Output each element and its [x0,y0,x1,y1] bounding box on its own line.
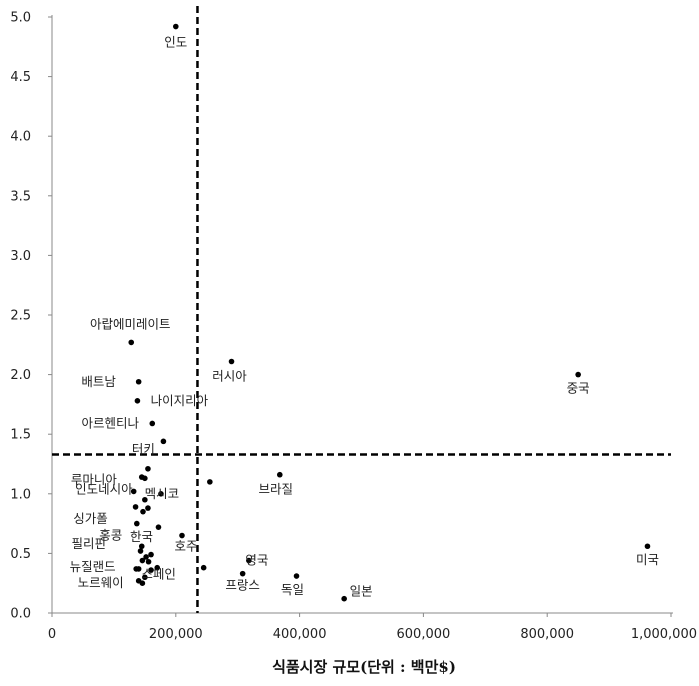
data-point [158,491,164,497]
point-label: 한국 [130,529,153,544]
point-label: 일본 [350,584,373,599]
data-point [142,496,148,503]
data-point [145,505,151,511]
data-point [145,465,151,472]
data-point [130,488,137,495]
data-point [154,564,161,571]
y-tick-label: 0.0 [10,607,31,622]
x-tick-label: 1,000,000 [631,627,697,642]
data-point [143,554,149,560]
point-label: 인도 [164,35,187,50]
data-point [132,504,139,510]
chart-axes [48,15,673,617]
point-label: 루마니아 [71,472,118,487]
x-tick-label: 600,000 [397,627,451,642]
data-point [228,358,235,365]
x-tick-label: 400,000 [273,627,327,642]
data-point [200,564,207,571]
point-label: 호주 [174,539,197,554]
data-point [145,558,152,565]
data-point [134,398,141,404]
data-point [575,371,581,378]
point-label: 멕시코 [145,486,180,501]
y-tick-label: 0.5 [10,547,31,562]
point-label: 러시아 [212,368,247,383]
data-point [148,567,154,573]
data-point [644,543,651,550]
y-tick-label: 2.5 [10,309,31,324]
point-label: 독일 [281,582,304,597]
x-tick-label: 800,000 [520,627,574,642]
point-label: 아랍에미레이트 [90,316,171,331]
data-point [160,438,167,445]
point-label: 프랑스 [225,578,260,593]
point-label: 스페인 [141,567,176,582]
y-tick-label: 3.5 [10,189,31,204]
y-tick-label: 1.0 [10,487,31,502]
data-point [137,548,144,554]
point-label: 싱가폴 [73,511,108,526]
y-tick-label: 1.5 [10,428,31,443]
data-point [128,339,135,346]
data-point [133,566,139,572]
x-axis-label: 식품시장 규모(단위 : 백만$) [272,658,456,676]
point-label: 터키 [132,441,155,456]
point-label: 영국 [245,553,268,568]
point-label: 홍콩 [99,528,122,543]
point-label: 뉴질랜드 [70,559,116,574]
data-point [138,543,145,550]
data-point [139,580,146,586]
data-point [293,573,300,579]
point-label: 노르웨이 [78,575,124,590]
data-point [139,557,146,564]
data-point [134,520,140,527]
point-label: 나이지리아 [151,393,209,408]
y-axis-tick-labels: 0.0 0.5 1.0 1.5 2.0 2.5 3.0 3.5 4.0 4.5 5.0 [10,11,31,622]
point-label: 중국 [567,381,590,396]
data-point [246,557,252,564]
point-label: 브라질 [259,482,294,497]
data-point [173,23,179,30]
y-tick-label: 4.5 [10,70,31,85]
point-label: 배트남 [81,374,116,389]
data-point [142,574,148,581]
point-label: 아르헨티나 [82,415,140,430]
point-label: 필리핀 [71,536,106,551]
reference-lines [52,6,671,613]
y-tick-label: 5.0 [10,11,31,26]
data-point [239,570,246,577]
data-point [135,378,142,385]
data-point [207,479,213,485]
data-point [138,474,145,480]
x-axis-tick-labels: 0 200,000 400,000 600,000 800,000 1,000,000 [48,627,697,642]
point-label: 미국 [636,552,659,567]
y-tick-label: 2.0 [10,368,31,383]
data-point [148,551,154,558]
data-points [128,23,651,602]
data-point [140,508,146,515]
data-point [276,471,283,478]
data-point [149,420,156,427]
y-tick-label: 4.0 [10,130,31,145]
data-point [179,532,185,539]
y-tick-label: 3.0 [10,249,31,264]
x-tick-label: 200,000 [149,627,203,642]
data-point [341,595,347,602]
x-tick-label: 0 [48,627,56,642]
data-point [155,524,162,530]
point-label: 인도네시아 [75,481,133,496]
